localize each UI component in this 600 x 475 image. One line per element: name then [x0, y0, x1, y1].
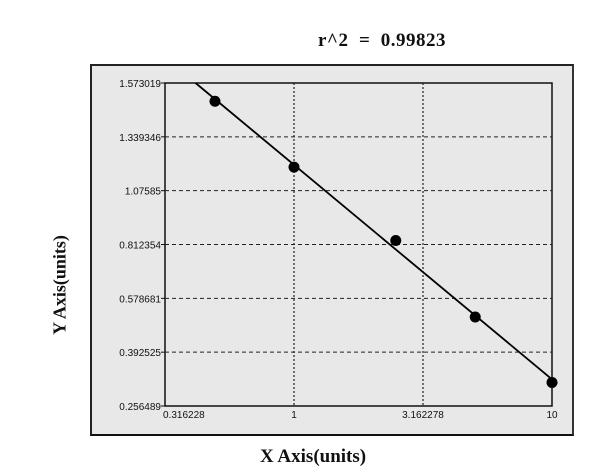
- x-tick-label: 1: [291, 410, 297, 421]
- x-tick-label: 0.316228: [163, 410, 205, 421]
- data-point: [390, 234, 402, 246]
- y-tick-label: 1.573019: [119, 79, 161, 90]
- regression-line: [194, 82, 558, 385]
- data-point: [469, 311, 481, 323]
- y-tick-label: 1.339346: [119, 133, 161, 144]
- y-tick-label: 0.578681: [119, 294, 161, 305]
- data-point: [546, 376, 558, 388]
- x-tick-label: 3.162278: [402, 410, 444, 421]
- y-tick-label: 0.392525: [119, 348, 161, 359]
- y-tick-label: 0.256489: [119, 402, 161, 413]
- r-squared-annotation: r^2 = 0.99823: [318, 30, 447, 51]
- y-tick-label: 0.812354: [119, 241, 161, 252]
- x-tick-label: 10: [546, 410, 558, 421]
- data-point: [288, 161, 300, 173]
- x-axis-title: X Axis(units): [260, 446, 367, 467]
- y-tick-label: 1.07585: [125, 187, 162, 198]
- y-axis-title: Y Axis(units): [49, 235, 70, 335]
- data-point: [209, 95, 221, 107]
